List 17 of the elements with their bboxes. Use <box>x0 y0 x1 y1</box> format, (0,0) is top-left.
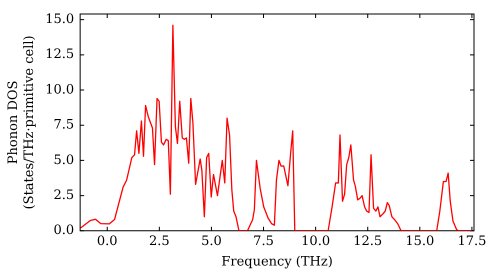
x-tick-label: 17.5 <box>457 234 486 249</box>
y-axis-title: Phonon DOS (States/THz·primitive cell) <box>6 35 37 210</box>
x-tick-label: 15.0 <box>405 234 434 249</box>
x-tick-label: 7.5 <box>253 234 274 249</box>
y-tick-label: 12.5 <box>45 47 74 62</box>
y-tick-label: 15.0 <box>45 12 74 28</box>
y-tick-label: 7.5 <box>53 118 74 133</box>
x-tick-label: 2.5 <box>148 234 170 249</box>
y-tick-label: 2.5 <box>53 188 74 203</box>
x-tick-label: 0.0 <box>96 234 118 249</box>
y-tick-label: 10.0 <box>45 82 74 98</box>
y-tick-label: 5.0 <box>53 152 74 168</box>
x-tick-label: 12.5 <box>353 234 382 249</box>
x-axis-title: Frequency (THz) <box>221 254 333 270</box>
x-tick-label: 5.0 <box>201 234 222 249</box>
x-tick-label: 10.0 <box>301 234 330 249</box>
y-tick-label: 0.0 <box>53 223 74 238</box>
